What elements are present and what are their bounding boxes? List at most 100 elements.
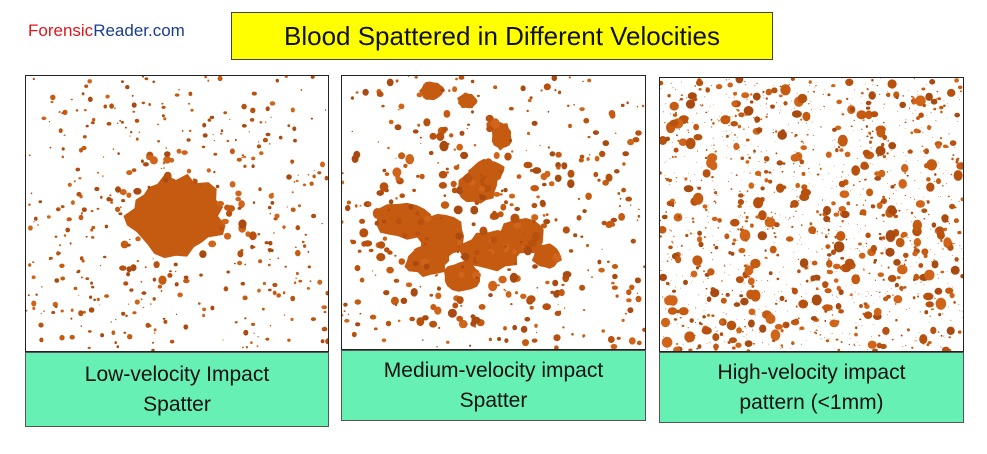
spatter-dot	[730, 251, 735, 256]
spatter-dot	[859, 250, 860, 252]
spatter-dot	[808, 80, 812, 84]
spatter-dot	[781, 346, 784, 349]
spatter-dot	[848, 223, 850, 225]
spatter-dot	[536, 287, 539, 289]
spatter-dot	[553, 334, 561, 342]
spatter-dot	[880, 265, 882, 267]
spatter-dot	[592, 130, 599, 135]
spatter-dot	[236, 157, 242, 162]
spatter-dot	[629, 284, 635, 290]
spatter-dot	[824, 88, 826, 90]
spatter-dot	[183, 275, 189, 280]
spatter-dot	[301, 240, 305, 244]
spatter-dot	[822, 179, 824, 180]
spatter-dot	[874, 279, 876, 281]
spatter-dot	[886, 124, 887, 126]
spatter-dot	[940, 270, 945, 274]
spatter-dot	[520, 293, 527, 299]
spatter-dot	[941, 346, 950, 351]
spatter-dot	[902, 270, 904, 271]
spatter-dot	[528, 239, 537, 247]
spatter-dot	[719, 290, 721, 292]
spatter-dot	[753, 117, 755, 119]
spatter-dot	[901, 231, 908, 238]
spatter-dot	[295, 249, 301, 257]
spatter-dot	[520, 325, 528, 333]
spatter-dot	[690, 270, 698, 278]
spatter-dot	[731, 346, 736, 350]
spatter-dot	[750, 206, 752, 207]
spatter-dot	[460, 305, 463, 307]
spatter-dot	[493, 152, 500, 159]
spatter-dot	[737, 239, 738, 241]
spatter-dot	[763, 156, 770, 162]
spatter-dot	[555, 151, 562, 158]
spatter-dot	[725, 134, 729, 138]
spatter-dot	[405, 154, 415, 165]
spatter-dot	[930, 308, 933, 311]
spatter-dot	[822, 304, 833, 312]
spatter-dot	[381, 104, 385, 108]
spatter-dot	[512, 324, 518, 331]
spatter-dot	[869, 162, 871, 164]
spatter-dot	[134, 299, 140, 305]
spatter-dot	[674, 201, 676, 203]
spatter-dot	[503, 244, 508, 248]
spatter-dot	[868, 272, 871, 275]
spatter-dot	[710, 145, 712, 146]
spatter-dot	[70, 317, 73, 320]
spatter-dot	[864, 225, 866, 227]
spatter-dot	[960, 273, 963, 279]
spatter-dot	[758, 210, 767, 221]
spatter-dot	[622, 151, 629, 157]
spatter-dot	[809, 192, 811, 194]
spatter-dot	[346, 200, 351, 205]
spatter-dot	[311, 213, 317, 219]
spatter-dot	[953, 170, 963, 181]
spatter-dot	[620, 103, 625, 107]
spatter-dot	[34, 216, 38, 221]
spatter-dot	[870, 244, 877, 253]
spatter-dot	[836, 99, 843, 105]
spatter-dot	[917, 295, 920, 298]
spatter-dot	[845, 78, 854, 86]
spatter-dot	[147, 185, 151, 189]
spatter-dot	[799, 165, 801, 167]
spatter-dot	[625, 196, 632, 202]
spatter-dot	[876, 127, 886, 138]
spatter-dot	[736, 300, 737, 302]
spatter-dot	[812, 148, 815, 151]
spatter-dot	[937, 331, 940, 333]
spatter-dot	[393, 278, 400, 283]
spatter-dot	[743, 212, 746, 214]
spatter-dot	[601, 220, 607, 226]
spatter-dot	[774, 294, 775, 295]
spatter-dot	[715, 273, 717, 274]
spatter-dot	[28, 203, 31, 206]
spatter-dot	[858, 252, 866, 259]
spatter-dot	[722, 140, 724, 142]
spatter-dot	[295, 179, 299, 182]
spatter-dot	[871, 164, 873, 165]
spatter-dot	[760, 203, 762, 205]
spatter-dot	[728, 147, 730, 148]
spatter-dot	[922, 104, 926, 108]
spatter-dot	[229, 181, 236, 188]
spatter-dot	[577, 197, 581, 200]
spatter-dot	[836, 295, 837, 297]
spatter-dot	[698, 294, 700, 296]
spatter-dot	[87, 346, 91, 350]
spatter-dot	[612, 273, 618, 280]
spatter-dot	[672, 146, 674, 147]
spatter-dot	[69, 334, 75, 340]
spatter-dot	[700, 179, 703, 181]
spatter-dot	[621, 318, 625, 322]
spatter-dot	[157, 123, 159, 126]
spatter-dot	[918, 188, 920, 189]
spatter-dot	[770, 211, 773, 213]
spatter-dot	[832, 294, 834, 296]
spatter-dot	[183, 324, 189, 330]
spatter-dot	[662, 297, 664, 298]
spatter-dot	[471, 110, 474, 114]
